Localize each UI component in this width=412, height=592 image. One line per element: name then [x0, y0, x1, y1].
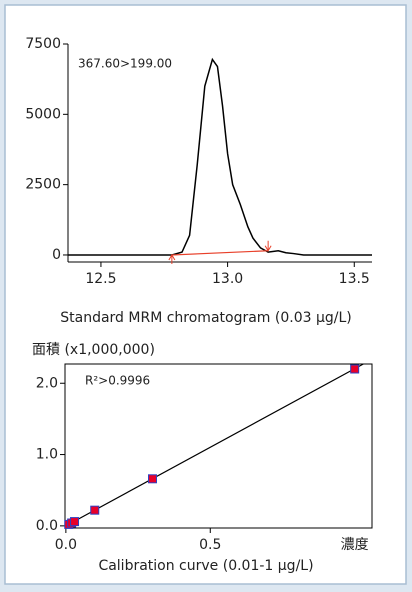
chromatogram-line [68, 57, 372, 256]
annotation: R²>0.9996 [85, 374, 150, 388]
y-tick-label: 7500 [25, 36, 61, 52]
baseline [171, 250, 269, 256]
panel [4, 4, 407, 585]
x-axis-label: 濃度 [341, 537, 369, 553]
plot-frame [64, 363, 373, 529]
annotation: 367.60>199.00 [78, 57, 172, 71]
end-arrow [264, 240, 272, 252]
start-arrow [168, 253, 176, 264]
y-tick-label: 1.0 [36, 447, 58, 463]
y-tick-label: 5000 [25, 106, 61, 122]
calibration-point [70, 517, 80, 527]
x-tick-label: 13.0 [212, 271, 243, 287]
x-tick-label: 0.0 [55, 537, 77, 553]
y-axis-label: 面積 (x1,000,000) [32, 342, 155, 358]
calibration-point [350, 364, 360, 374]
caption: Standard MRM chromatogram (0.03 μg/L) [60, 310, 352, 326]
y-tick-label: 2.0 [36, 375, 58, 391]
calibration-point [148, 474, 158, 484]
x-tick-label: 13.5 [339, 271, 370, 287]
caption: Calibration curve (0.01-1 μg/L) [98, 558, 313, 574]
calibration-point [90, 505, 100, 515]
y-tick-label: 0.0 [36, 518, 58, 534]
y-tick-label: 0 [52, 247, 61, 263]
x-tick-label: 12.5 [85, 271, 116, 287]
y-tick-label: 2500 [25, 177, 61, 193]
x-tick-label: 0.5 [199, 537, 221, 553]
fit-line [65, 363, 364, 527]
